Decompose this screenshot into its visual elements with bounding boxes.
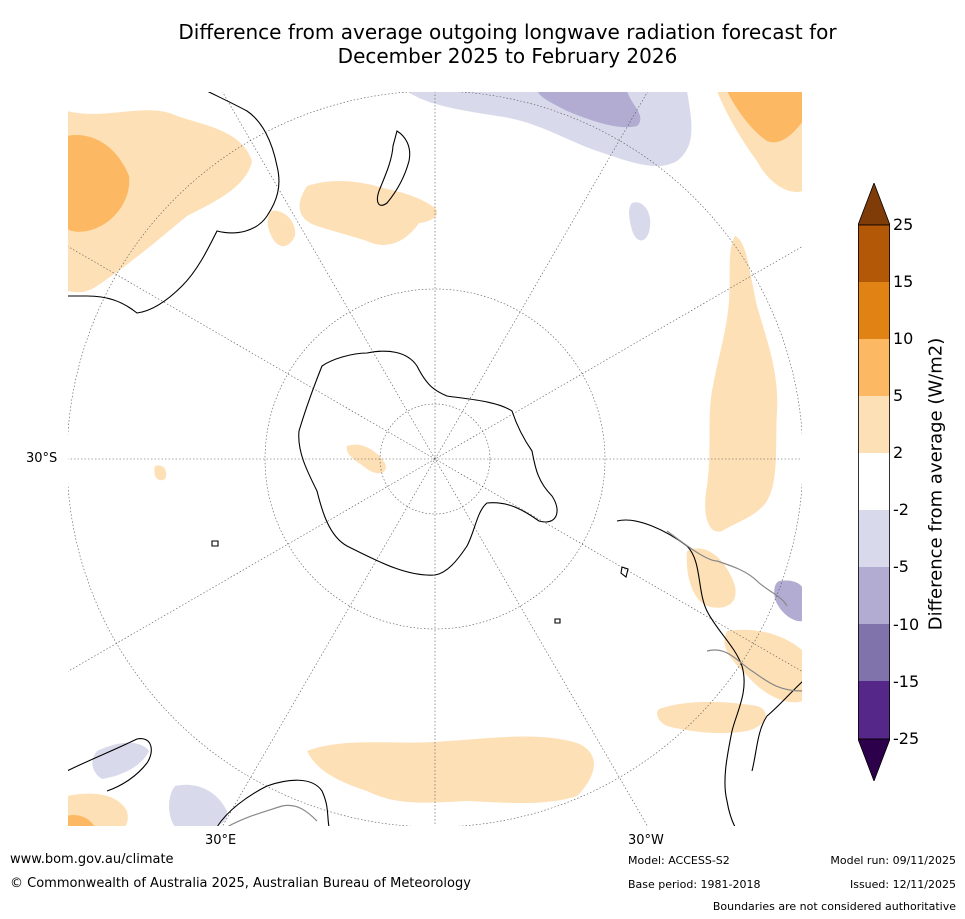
colorbar-tick: 10 xyxy=(893,329,914,348)
antarctica-coastline xyxy=(298,350,558,576)
anomaly-region-positive-dot xyxy=(154,465,167,481)
island-small-3 xyxy=(554,618,561,624)
colorbar-tick: -5 xyxy=(893,557,909,576)
map-title: Difference from average outgoing longwav… xyxy=(60,20,955,68)
footer-copyright: © Commonwealth of Australia 2025, Austra… xyxy=(10,876,471,891)
island-small-1 xyxy=(211,540,219,547)
colorbar-band-m2-2 xyxy=(858,453,890,510)
lon-label-30w: 30°W xyxy=(628,833,664,848)
footer-issued: Issued: 12/11/2025 xyxy=(849,878,956,891)
colorbar-band-10-15 xyxy=(858,282,890,339)
anomaly-region-negative-small xyxy=(629,202,651,241)
colorbar-tick: 15 xyxy=(893,272,914,291)
australia-coastline xyxy=(67,91,280,314)
polar-map xyxy=(67,91,803,827)
colorbar-label: Difference from average (W/m2) xyxy=(925,337,947,631)
anomaly-region-negative-right xyxy=(774,580,803,622)
title-line-2: December 2025 to February 2026 xyxy=(337,44,678,68)
anomaly-region-positive-top-right-core xyxy=(727,91,803,143)
anomaly-region-positive-bottom-left-core xyxy=(67,815,95,827)
anomaly-region-positive-bottom xyxy=(307,736,594,804)
footer-model-run: Model run: 09/11/2025 xyxy=(830,854,956,867)
anomaly-region-positive-tasman xyxy=(299,180,438,245)
colorbar-tick: -2 xyxy=(893,500,909,519)
anomaly-region-negative-bottom-left xyxy=(92,742,149,779)
anomaly-region-positive-south-america xyxy=(686,548,736,608)
lat-label-30s: 30°S xyxy=(26,451,58,466)
country-borders xyxy=(226,530,803,827)
graticule xyxy=(67,91,803,827)
colorbar xyxy=(858,183,890,781)
colorbar-band-m10-m5 xyxy=(858,567,890,624)
anomaly-region-positive-small-west xyxy=(267,210,296,247)
colorbar-band-2-5 xyxy=(858,396,890,453)
footer-base-period: Base period: 1981-2018 xyxy=(628,878,761,891)
colorbar-tick: -10 xyxy=(893,615,920,634)
colorbar-tick: -15 xyxy=(893,672,920,691)
colorbar-tick: 2 xyxy=(893,443,904,462)
colorbar-band-m25-m15 xyxy=(858,681,890,739)
lon-label-30e: 30°E xyxy=(205,833,237,848)
footer-disclaimer: Boundaries are not considered authoritat… xyxy=(712,900,956,913)
anomaly-region-positive-antarctic xyxy=(346,444,386,474)
anomaly-region-positive-south-america-2 xyxy=(724,629,803,703)
colorbar-band-m5-m2 xyxy=(858,510,890,567)
anomaly-region-positive-atlantic xyxy=(705,236,778,532)
anomaly-region-negative-top-core xyxy=(537,91,641,128)
new-zealand-coastline xyxy=(376,130,411,206)
footer-url[interactable]: www.bom.gov.au/climate xyxy=(10,852,174,867)
title-line-1: Difference from average outgoing longwav… xyxy=(178,20,837,44)
colorbar-extend-bottom xyxy=(858,738,890,781)
anomaly-region-positive-top-left-core xyxy=(67,135,130,232)
island-small-2 xyxy=(620,566,629,578)
colorbar-band-5-10 xyxy=(858,339,890,396)
anomaly-region-negative-bottom-center xyxy=(169,784,228,827)
colorbar-extend-top xyxy=(858,183,890,226)
africa-coastline-2 xyxy=(216,779,330,827)
colorbar-tick: 5 xyxy=(893,386,904,405)
colorbar-tick: -25 xyxy=(893,729,920,748)
footer-model: Model: ACCESS-S2 xyxy=(628,854,730,867)
colorbar-band-m15-m10 xyxy=(858,624,890,681)
africa-coastline xyxy=(67,738,152,792)
colorbar-band-15-25 xyxy=(858,225,890,282)
colorbar-tick: 25 xyxy=(893,215,914,234)
